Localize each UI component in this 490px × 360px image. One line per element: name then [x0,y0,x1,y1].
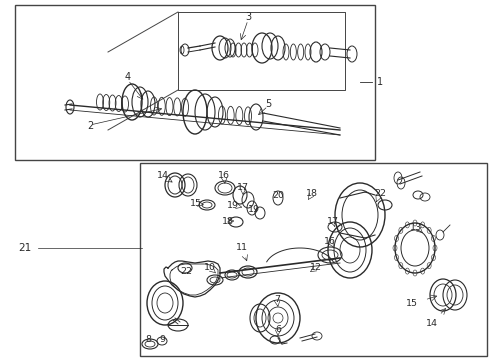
Text: 19: 19 [248,206,260,215]
Text: 18: 18 [306,189,318,198]
Text: 18: 18 [222,216,234,225]
Text: 3: 3 [245,12,251,22]
Text: 17: 17 [237,183,249,192]
Text: 7: 7 [274,294,280,303]
Text: 21: 21 [19,243,32,253]
Text: 5: 5 [265,99,271,109]
Text: 16: 16 [218,171,230,180]
Text: 4: 4 [125,72,131,82]
Text: 14: 14 [157,171,169,180]
Bar [15,5,375,160]
Text: 11: 11 [236,243,248,252]
Text: 15: 15 [406,300,418,309]
Text: 19: 19 [227,201,239,210]
Text: 14: 14 [426,319,438,328]
Text: 6: 6 [275,325,281,334]
Text: 15: 15 [190,198,202,207]
Text: 1: 1 [377,77,383,87]
Text: 10: 10 [204,264,216,273]
Text: 22: 22 [180,266,192,275]
Bar [140,163,487,356]
Text: 12: 12 [310,264,322,273]
Text: 17: 17 [327,216,339,225]
Text: 20: 20 [272,192,284,201]
Text: 13: 13 [410,222,422,231]
Text: 8: 8 [145,336,151,345]
Text: 9: 9 [159,336,165,345]
Text: 16: 16 [324,237,336,246]
Text: 22: 22 [374,189,386,198]
Text: 2: 2 [87,121,93,131]
